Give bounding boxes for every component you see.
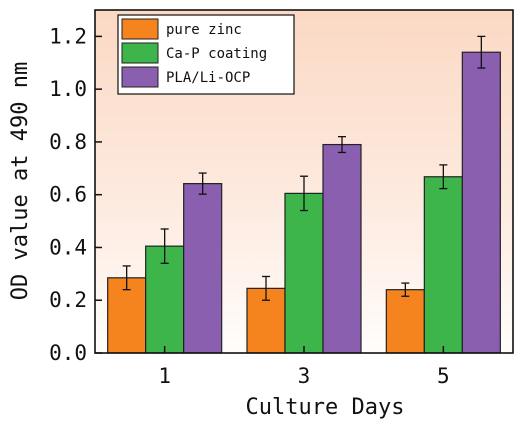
y-axis-title: OD value at 490 nm: [8, 62, 33, 300]
legend-label: pure zinc: [166, 22, 242, 38]
bars-layer: [107, 51, 501, 354]
y-axis: 0.0 0.2 0.4 0.6 0.8 1.0 1.2: [49, 24, 102, 365]
x-tick-label: 3: [298, 364, 311, 388]
y-tick-label: 0.6: [49, 183, 87, 207]
y-tick-label: 1.2: [49, 24, 87, 48]
x-axis: 1 3 5: [158, 346, 450, 388]
x-tick-label: 1: [158, 364, 171, 388]
x-tick-label: 5: [437, 364, 450, 388]
legend-label: Ca-P coating: [166, 46, 267, 62]
y-tick-label: 0.4: [49, 235, 87, 259]
bar: [385, 289, 425, 354]
bar: [183, 183, 223, 354]
y-tick-label: 0.0: [49, 341, 87, 365]
legend: pure zinc Ca-P coating PLA/Li-OCP: [117, 14, 295, 95]
y-tick-label: 0.2: [49, 288, 87, 312]
bar: [284, 192, 324, 354]
legend-swatch: [121, 18, 159, 40]
bar: [107, 277, 147, 354]
legend-label: PLA/Li-OCP: [166, 70, 250, 86]
error-bars-layer: [122, 35, 486, 301]
x-axis-title: Culture Days: [246, 395, 405, 420]
y-tick-label: 0.8: [49, 130, 87, 154]
bar: [322, 143, 362, 354]
legend-swatch: [121, 66, 159, 88]
bar: [461, 51, 501, 354]
legend-swatch: [121, 42, 159, 64]
bar: [423, 176, 463, 354]
y-tick-label: 1.0: [49, 77, 87, 101]
